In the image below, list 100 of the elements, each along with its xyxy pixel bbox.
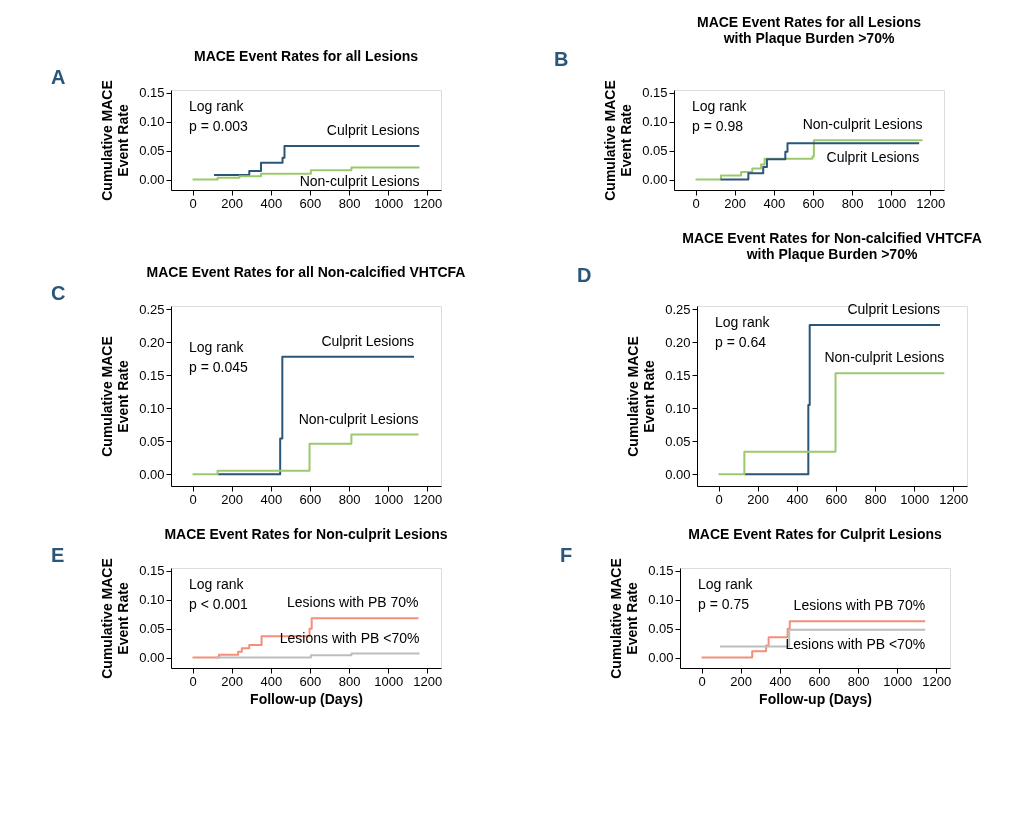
y-tick-label: 0.00 bbox=[642, 172, 668, 188]
annotation: Log rank bbox=[189, 98, 245, 114]
x-tick-label: 200 bbox=[724, 195, 746, 211]
annotation: p = 0.003 bbox=[189, 118, 248, 134]
y-tick-label: 0.05 bbox=[139, 433, 165, 449]
x-tick-label: 1000 bbox=[883, 673, 913, 689]
series-label: Culprit Lesions bbox=[826, 149, 920, 166]
y-tick-label: 0.00 bbox=[665, 466, 691, 482]
x-tick-label: 800 bbox=[847, 673, 870, 689]
x-tick-label: 800 bbox=[338, 195, 361, 211]
x-tick-label: 200 bbox=[221, 491, 243, 507]
y-tick-label: 0.05 bbox=[139, 621, 165, 637]
y-tick-label: 0.00 bbox=[139, 466, 165, 482]
series-label: Non-culprit Lesions bbox=[802, 116, 923, 133]
x-axis-title: Follow-up (Days) bbox=[759, 690, 872, 707]
x-tick-label: 600 bbox=[299, 195, 322, 211]
y-axis-title: Cumulative MACE Event Rate bbox=[625, 336, 658, 457]
y-tick-label: 0.10 bbox=[139, 592, 165, 608]
x-tick-label: 200 bbox=[221, 673, 243, 689]
x-tick-label: 400 bbox=[786, 491, 809, 507]
y-tick-label: 0.10 bbox=[139, 114, 165, 130]
x-tick-label: 400 bbox=[260, 491, 283, 507]
y-axis-title: Cumulative MACE Event Rate bbox=[602, 80, 635, 201]
x-tick-label: 200 bbox=[747, 491, 769, 507]
x-tick-label: 400 bbox=[763, 195, 786, 211]
y-tick-label: 0.20 bbox=[665, 334, 691, 350]
x-tick-label: 200 bbox=[221, 195, 243, 211]
annotation: Log rank bbox=[698, 576, 754, 592]
y-tick-label: 0.05 bbox=[648, 621, 674, 637]
x-tick-label: 400 bbox=[260, 195, 283, 211]
x-tick-label: 0 bbox=[189, 195, 197, 211]
x-tick-label: 800 bbox=[338, 673, 361, 689]
annotation: Log rank bbox=[189, 339, 245, 355]
text: D bbox=[577, 264, 592, 286]
y-tick-label: 0.20 bbox=[139, 334, 165, 350]
text: B bbox=[554, 48, 569, 70]
y-tick-label: 0.15 bbox=[648, 563, 674, 579]
series-label: Culprit Lesions bbox=[321, 332, 414, 349]
x-tick-label: 800 bbox=[338, 491, 361, 507]
chart-title: MACE Event Rates for all Lesions bbox=[193, 48, 419, 64]
y-tick-label: 0.00 bbox=[648, 650, 674, 666]
y-tick-label: 0.00 bbox=[139, 172, 165, 188]
y-tick-label: 0.05 bbox=[642, 143, 668, 159]
chart-title: MACE Event Rates for all Non-calcified VHTCFA bbox=[146, 264, 466, 280]
x-tick-label: 0 bbox=[715, 491, 723, 507]
x-tick-label: 0 bbox=[189, 491, 197, 507]
x-tick-label: 1200 bbox=[939, 491, 969, 507]
y-tick-label: 0.05 bbox=[139, 143, 165, 159]
x-tick-label: 1000 bbox=[374, 491, 404, 507]
text: E bbox=[51, 544, 65, 566]
x-tick-label: 400 bbox=[769, 673, 792, 689]
series-label: Lesions with PB 70% bbox=[793, 597, 926, 614]
y-axis-title: Cumulative MACE Event Rate bbox=[99, 558, 132, 679]
y-axis-title: Cumulative MACE Event Rate bbox=[99, 80, 132, 201]
y-tick-label: 0.10 bbox=[642, 114, 668, 130]
chart-title: MACE Event Rates for Non-calcified VHTCFA with Plaque Burden >70% bbox=[682, 230, 982, 262]
y-tick-label: 0.00 bbox=[139, 650, 165, 666]
annotation: p = 0.045 bbox=[189, 359, 248, 375]
y-tick-label: 0.10 bbox=[139, 400, 165, 416]
x-tick-label: 0 bbox=[189, 673, 197, 689]
series-label: Non-culprit Lesions bbox=[298, 410, 419, 427]
series-label: Culprit Lesions bbox=[847, 301, 940, 318]
x-tick-label: 1000 bbox=[374, 195, 404, 211]
y-tick-label: 0.05 bbox=[665, 433, 691, 449]
x-tick-label: 1000 bbox=[900, 491, 930, 507]
annotation: p = 0.98 bbox=[692, 118, 744, 134]
series-label: Culprit Lesions bbox=[326, 122, 420, 139]
x-tick-label: 800 bbox=[864, 491, 887, 507]
x-tick-label: 600 bbox=[802, 195, 825, 211]
annotation: p < 0.001 bbox=[189, 596, 248, 612]
y-tick-label: 0.15 bbox=[139, 85, 165, 101]
chart-title: MACE Event Rates for all Lesions with Plaque Burden >70% bbox=[696, 14, 922, 46]
x-tick-label: 600 bbox=[299, 673, 322, 689]
y-axis-title: Cumulative MACE Event Rate bbox=[608, 558, 641, 679]
x-tick-label: 600 bbox=[825, 491, 848, 507]
x-tick-label: 200 bbox=[730, 673, 752, 689]
series-label: Non-culprit Lesions bbox=[299, 173, 420, 190]
series-label: Lesions with PB <70% bbox=[785, 635, 926, 652]
x-tick-label: 800 bbox=[841, 195, 864, 211]
y-tick-label: 0.15 bbox=[139, 563, 165, 579]
x-tick-label: 0 bbox=[692, 195, 700, 211]
x-axis-title: Follow-up (Days) bbox=[250, 690, 363, 707]
chart-title: MACE Event Rates for Culprit Lesions bbox=[688, 526, 943, 542]
annotation: p = 0.64 bbox=[715, 334, 767, 350]
x-tick-label: 600 bbox=[808, 673, 831, 689]
x-tick-label: 1000 bbox=[877, 195, 907, 211]
y-tick-label: 0.25 bbox=[139, 301, 165, 317]
annotation: Log rank bbox=[189, 576, 245, 592]
y-axis-title: Cumulative MACE Event Rate bbox=[99, 336, 132, 457]
y-tick-label: 0.10 bbox=[648, 592, 674, 608]
series-label: Lesions with PB 70% bbox=[286, 594, 419, 611]
x-tick-label: 0 bbox=[698, 673, 706, 689]
chart-title: MACE Event Rates for Non-culprit Lesions bbox=[164, 526, 448, 542]
y-tick-label: 0.10 bbox=[665, 400, 691, 416]
x-tick-label: 1200 bbox=[413, 195, 443, 211]
text: C bbox=[51, 282, 66, 304]
x-tick-label: 600 bbox=[299, 491, 322, 507]
x-tick-label: 400 bbox=[260, 673, 283, 689]
annotation: Log rank bbox=[692, 98, 748, 114]
x-tick-label: 1000 bbox=[374, 673, 404, 689]
